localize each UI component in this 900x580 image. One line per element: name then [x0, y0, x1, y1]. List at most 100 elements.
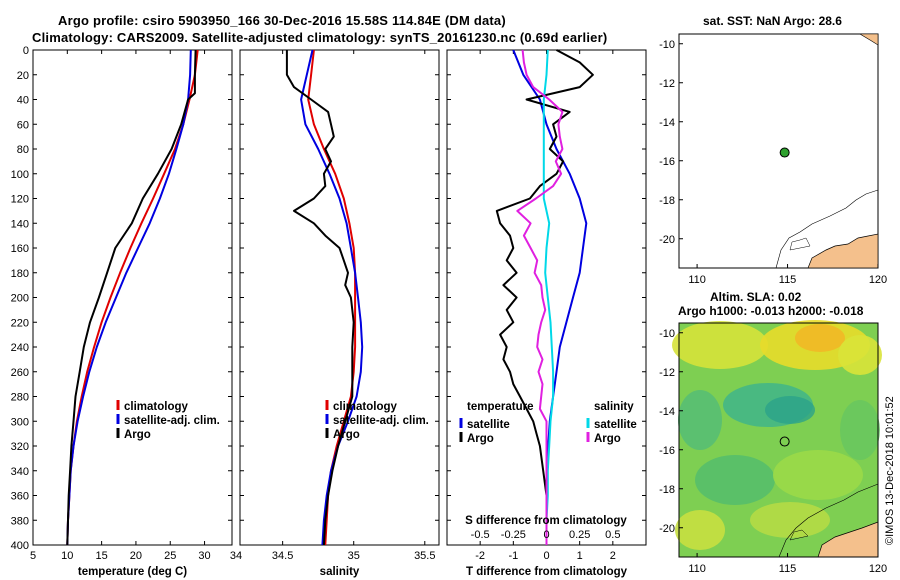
sst-x-tick-label: 115: [779, 274, 797, 286]
depth-tick-label: 260: [11, 367, 29, 379]
depth-tick-label: 120: [11, 194, 29, 206]
sla-map-title-2: Argo h1000: -0.013 h2000: -0.018: [678, 304, 864, 318]
sla-y-tick-label: -18: [659, 484, 675, 496]
panel-salinity: 34.5 35 35.5 salinity climatology satellite-a…: [239, 49, 440, 578]
sst-y-tick-label: -20: [659, 234, 675, 246]
title-line-1: Argo profile: csiro 5903950_166 30-Dec-2…: [58, 13, 506, 28]
series-argo: [285, 50, 355, 546]
series-satellite-adj-clim-: [66, 49, 192, 546]
x-tick-label: 30: [198, 550, 210, 562]
x-axis-label: T difference from climatology: [466, 566, 628, 578]
x-tick-label: 34: [230, 550, 242, 562]
depth-tick-label: 60: [17, 119, 29, 131]
x-tick-label: 25: [164, 550, 176, 562]
depth-tick-label: 180: [11, 268, 29, 280]
sst-x-tick-label: 110: [688, 274, 706, 286]
depth-tick-label: 40: [17, 95, 29, 107]
legend-label: Argo: [124, 429, 151, 441]
depth-tick-label: 320: [11, 441, 29, 453]
sla-y-tick-label: -20: [659, 523, 675, 535]
sst-y-tick-label: -10: [659, 39, 675, 51]
series-argo: [66, 49, 197, 546]
s-axis-label: S difference from climatology: [465, 515, 627, 527]
depth-tick-label: 360: [11, 491, 29, 503]
x-tick-label: 35: [348, 550, 360, 562]
sst-land: [858, 33, 879, 46]
sst-y-tick-label: -12: [659, 78, 675, 90]
legend-label: satellite: [594, 419, 637, 431]
x-tick-label: 0: [543, 550, 549, 562]
x-tick-label: -2: [475, 550, 485, 562]
sla-y-tick-label: -10: [659, 328, 675, 340]
depth-tick-label: 200: [11, 293, 29, 305]
sst-map: [678, 33, 879, 269]
depth-tick-label: 220: [11, 317, 29, 329]
depth-tick-label: 160: [11, 243, 29, 255]
sst-y-tick-label: -16: [659, 156, 675, 168]
series-argo-salinity-: [516, 49, 564, 545]
sst-map-title: sat. SST: NaN Argo: 28.6: [703, 14, 842, 28]
depth-tick-label: 340: [11, 466, 29, 478]
series-argo-temperature-: [495, 49, 594, 545]
sla-coast-contour: [778, 483, 879, 558]
panel-difference: -2 -1 0 1 2 T difference from climatology temp…: [446, 49, 647, 578]
depth-tick-label: 100: [11, 169, 29, 181]
x-tick-label: 1: [577, 550, 583, 562]
panel-frame: [239, 49, 440, 546]
s-tick-label: -0.5: [471, 529, 490, 541]
sst-coast-contour-2: [789, 237, 811, 251]
s-tick-label: 0.5: [605, 529, 620, 541]
depth-tick-label: 240: [11, 342, 29, 354]
depth-tick-label: 140: [11, 218, 29, 230]
legend-label: climatology: [124, 401, 189, 413]
x-tick-label: 5: [30, 550, 36, 562]
legend-header-temperature: temperature: [467, 401, 533, 413]
depth-tick-label: 300: [11, 416, 29, 428]
sla-coast-contour-2: [789, 529, 809, 541]
panel-temperature: 0 20 40 60 80 100 120 140 160 180 200 220 240 260 280 3…: [11, 45, 242, 578]
title-line-2: Climatology: CARS2009. Satellite-adjuste…: [32, 30, 608, 45]
depth-tick-label: 0: [23, 45, 29, 57]
panel-frame: [32, 49, 233, 546]
s-tick-label: -0.25: [501, 529, 526, 541]
s-tick-label: 0: [543, 529, 549, 541]
depth-tick-label: 380: [11, 515, 29, 527]
legend-label: climatology: [333, 401, 398, 413]
series-satellite-salinity-: [542, 49, 555, 545]
x-tick-label: 20: [130, 550, 142, 562]
x-tick-label: 2: [610, 550, 616, 562]
depth-tick-label: 80: [17, 144, 29, 156]
s-tick-label: 0.25: [569, 529, 590, 541]
x-axis-label: temperature (deg C): [78, 566, 187, 578]
depth-tick-label: 400: [11, 540, 29, 552]
x-tick-label: -1: [508, 550, 518, 562]
depth-tick-label: 20: [17, 70, 29, 82]
legend-label: Argo: [594, 433, 621, 445]
sst-y-tick-label: -18: [659, 195, 675, 207]
sla-argo-marker: [779, 436, 790, 447]
sst-coast-contour: [775, 189, 879, 269]
legend-label: satellite: [467, 419, 510, 431]
legend-label: Argo: [467, 433, 494, 445]
sst-argo-marker: [779, 147, 790, 158]
sla-map: [672, 320, 882, 558]
sla-x-tick-label: 110: [688, 563, 706, 575]
sla-x-tick-label: 120: [869, 563, 887, 575]
x-tick-label: 10: [61, 550, 73, 562]
legend-label: satellite-adj. clim.: [333, 415, 429, 427]
sla-map-title-1: Altim. SLA: 0.02: [710, 290, 802, 304]
x-tick-label: 35.5: [414, 550, 435, 562]
sla-y-tick-label: -14: [659, 406, 675, 418]
legend-label: Argo: [333, 429, 360, 441]
x-tick-label: 15: [95, 550, 107, 562]
sst-x-tick-label: 120: [869, 274, 887, 286]
x-tick-label: 34.5: [272, 550, 293, 562]
sla-y-tick-label: -16: [659, 445, 675, 457]
sst-land-2: [807, 233, 879, 269]
depth-tick-label: 280: [11, 392, 29, 404]
sst-y-tick-label: -14: [659, 117, 675, 129]
legend-label: satellite-adj. clim.: [124, 415, 220, 427]
sla-x-tick-label: 115: [779, 563, 797, 575]
sla-y-tick-label: -12: [659, 367, 675, 379]
